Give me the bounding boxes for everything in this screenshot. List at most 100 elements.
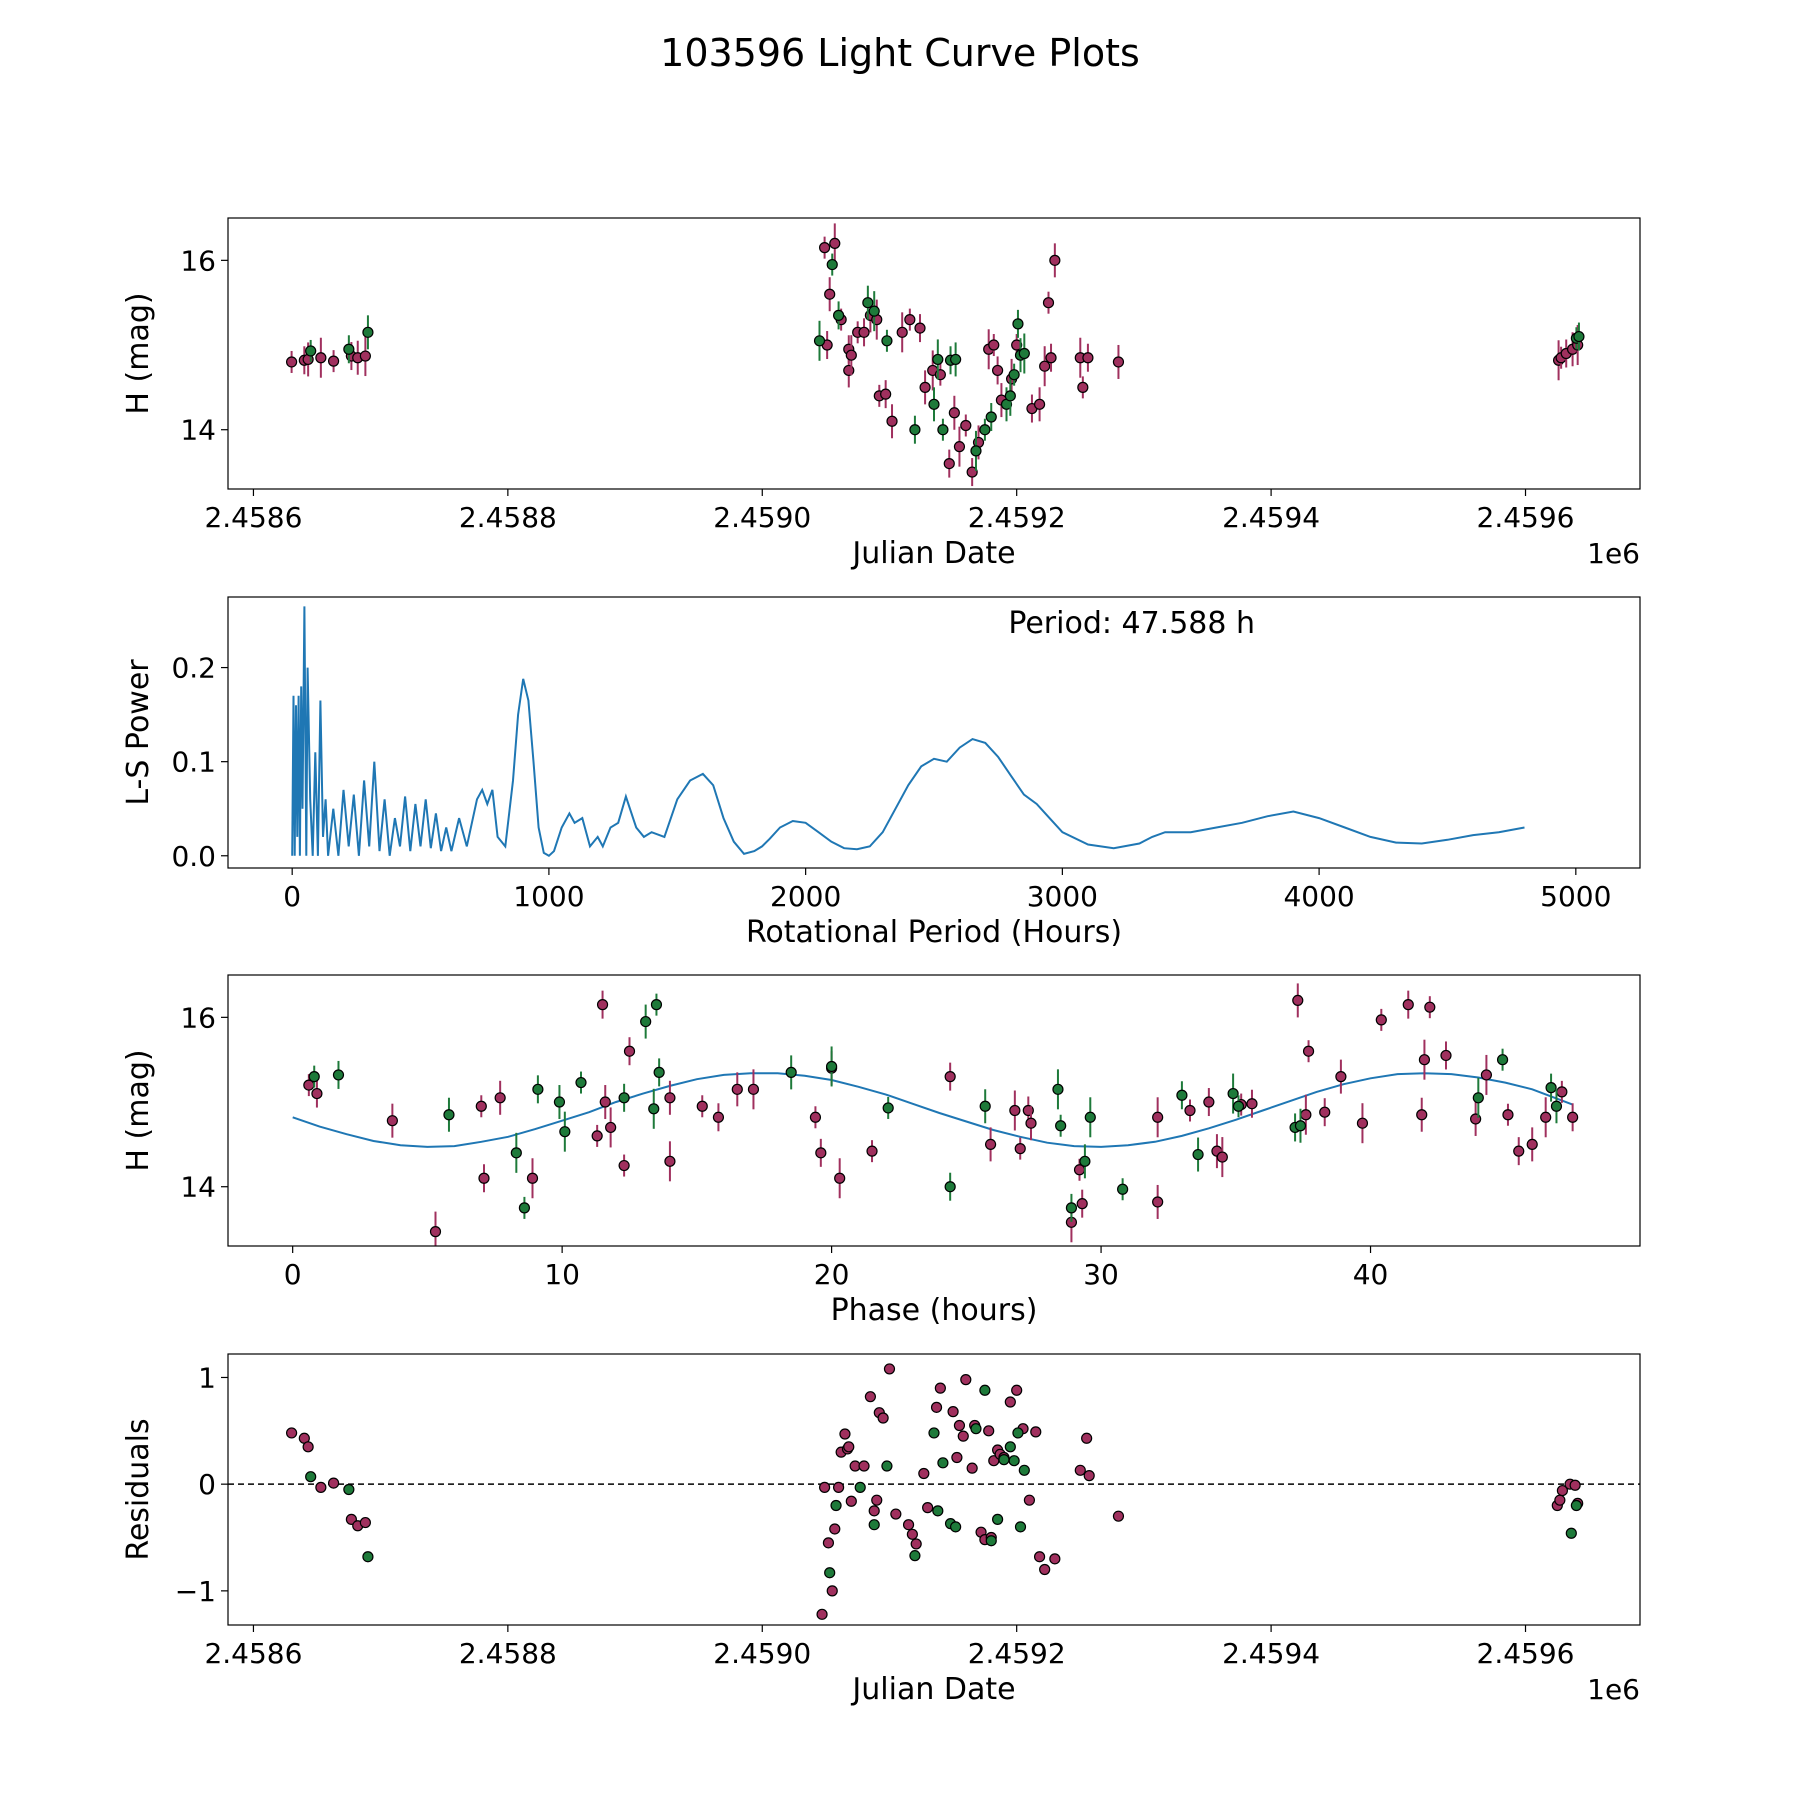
data-point-filter-2 — [1012, 1427, 1024, 1439]
data-point-filter-2 — [575, 1076, 587, 1089]
data-point-filter-1 — [605, 1121, 617, 1134]
plot-area — [292, 983, 1579, 1246]
data-point-filter-2 — [305, 345, 317, 357]
y-axis-label: Residuals — [121, 1418, 156, 1560]
data-point-filter-1 — [315, 1481, 327, 1493]
data-point-filter-1 — [883, 1363, 896, 1375]
x-tick-label: 2000 — [770, 880, 841, 913]
plot-area — [291, 606, 1525, 858]
data-point-filter-1 — [845, 1495, 857, 1507]
data-point-filter-2 — [1012, 318, 1024, 330]
data-point-filter-1 — [1513, 1145, 1525, 1157]
data-point-filter-1 — [809, 1111, 822, 1123]
data-point-filter-1 — [1011, 339, 1023, 351]
data-point-filter-1 — [526, 1172, 539, 1184]
period-annotation: Period: 47.588 h — [1008, 606, 1255, 641]
data-point-filter-1 — [1556, 1086, 1568, 1098]
data-point-filter-1 — [1049, 1553, 1061, 1565]
data-point-filter-1 — [1030, 1426, 1042, 1438]
data-point-filter-2 — [944, 1181, 956, 1193]
data-point-filter-2 — [1014, 1521, 1027, 1533]
data-point-filter-1 — [618, 1159, 630, 1172]
data-point-filter-1 — [1083, 1470, 1095, 1482]
data-point-filter-1 — [327, 1477, 340, 1489]
data-point-filter-2 — [992, 1513, 1004, 1525]
data-point-filter-2 — [343, 1483, 355, 1496]
data-point-filter-1 — [918, 1467, 930, 1480]
data-point-filter-2 — [559, 1126, 571, 1138]
axes-frame — [227, 217, 1641, 490]
data-point-filter-1 — [1077, 381, 1089, 393]
x-tick-label: 2.4586 — [204, 501, 302, 534]
data-point-filter-1 — [286, 1427, 298, 1439]
data-point-filter-1 — [834, 1172, 846, 1184]
data-point-filter-1 — [599, 1096, 611, 1108]
data-point-filter-2 — [1052, 1083, 1064, 1095]
data-point-filter-1 — [930, 1401, 943, 1413]
data-point-filter-2 — [1004, 1441, 1016, 1453]
data-point-filter-2 — [881, 1460, 893, 1472]
data-point-filter-2 — [648, 1103, 660, 1115]
data-point-filter-1 — [902, 1519, 915, 1531]
x-tick-label: 2.4586 — [204, 1637, 302, 1670]
data-point-filter-2 — [970, 445, 982, 457]
data-point-filter-1 — [815, 1147, 827, 1159]
y-tick-label: 16 — [180, 244, 216, 277]
data-point-filter-1 — [731, 1083, 743, 1095]
data-point-filter-1 — [951, 1451, 963, 1464]
data-point-filter-2 — [970, 1423, 982, 1435]
data-point-filter-1 — [826, 1585, 838, 1597]
x-tick-label: 2.4590 — [713, 501, 811, 534]
data-point-filter-2 — [362, 1551, 374, 1563]
data-point-filter-2 — [882, 1102, 894, 1114]
axes-frame — [227, 974, 1641, 1247]
data-point-filter-1 — [1480, 1069, 1493, 1081]
data-point-filter-1 — [957, 1430, 969, 1442]
data-point-filter-1 — [623, 1045, 636, 1057]
x-tick-label: 2.4588 — [459, 501, 557, 534]
data-point-filter-2 — [826, 1060, 838, 1073]
x-tick-label: 2.4592 — [968, 501, 1066, 534]
data-point-filter-1 — [906, 1528, 918, 1540]
data-point-filter-2 — [932, 353, 944, 366]
data-point-filter-1 — [1152, 1196, 1164, 1208]
data-point-filter-1 — [829, 1523, 841, 1535]
y-tick-label: 14 — [180, 414, 216, 447]
data-point-filter-1 — [992, 364, 1004, 377]
data-point-filter-1 — [904, 314, 916, 326]
data-point-filter-1 — [824, 288, 836, 300]
data-point-filter-1 — [596, 999, 609, 1011]
data-point-filter-1 — [1112, 1510, 1125, 1522]
x-tick-label: 2.4594 — [1222, 1637, 1320, 1670]
x-tick-label: 2.4596 — [1477, 1637, 1575, 1670]
data-point-filter-1 — [919, 381, 931, 393]
data-point-filter-1 — [1556, 1484, 1569, 1497]
data-point-filter-2 — [1079, 1155, 1091, 1167]
data-point-filter-1 — [429, 1226, 442, 1238]
data-point-filter-1 — [858, 1460, 870, 1472]
data-point-filter-2 — [1570, 1499, 1582, 1512]
data-point-filter-2 — [1227, 1087, 1239, 1100]
x-tick-label: 30 — [1083, 1258, 1119, 1291]
data-point-filter-1 — [1203, 1096, 1215, 1108]
data-point-filter-2 — [1550, 1100, 1563, 1112]
data-point-filter-1 — [960, 1374, 972, 1386]
data-point-filter-2 — [343, 343, 355, 355]
data-point-filter-2 — [979, 1100, 991, 1112]
data-point-filter-2 — [813, 335, 826, 347]
data-point-filter-1 — [494, 1092, 506, 1104]
panel-residuals: 2.4586 2.4588 2.4590 2.4592 2.4594 2.4596 −1 0 1… — [121, 1353, 1641, 1707]
data-point-filter-1 — [1039, 1563, 1051, 1576]
data-point-filter-1 — [1440, 1049, 1452, 1062]
data-point-filter-1 — [960, 419, 972, 432]
data-point-filter-1 — [1082, 352, 1094, 364]
data-point-filter-1 — [914, 322, 926, 334]
data-point-filter-1 — [1004, 1396, 1016, 1408]
data-point-filter-1 — [819, 242, 831, 254]
data-point-filter-1 — [315, 352, 327, 364]
x-axis-label: Phase (hours) — [831, 1293, 1038, 1328]
data-point-filter-1 — [286, 356, 298, 368]
data-point-filter-2 — [937, 424, 949, 436]
data-point-filter-1 — [1049, 254, 1061, 266]
data-point-filter-1 — [1300, 1109, 1312, 1121]
